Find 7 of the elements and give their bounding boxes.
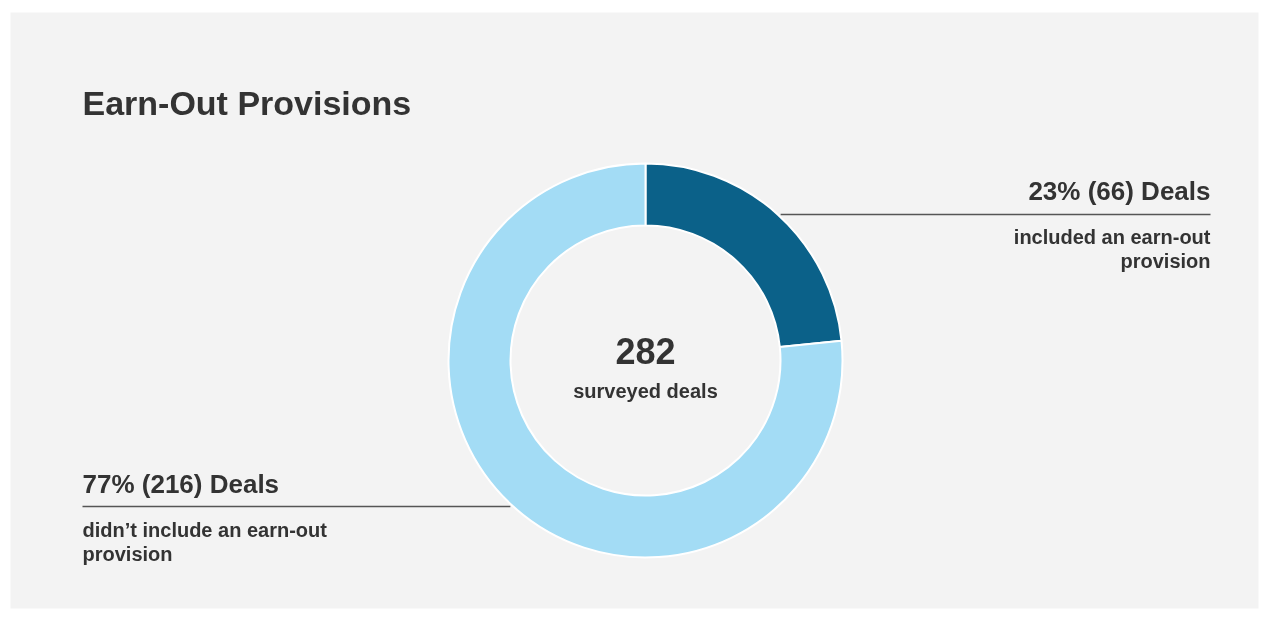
text: surveyed deals — [573, 379, 718, 402]
slice-label: included an earn-out provision — [1013, 226, 1211, 273]
data-label: 23% (66) Deals — [1028, 176, 1211, 207]
data-label: 77% (216) Deals — [82, 468, 280, 499]
chart-title: Earn-Out Provisions — [82, 83, 412, 122]
slice-label: didn’t include an earn-out provision — [82, 518, 328, 565]
text: 282 — [615, 330, 676, 372]
